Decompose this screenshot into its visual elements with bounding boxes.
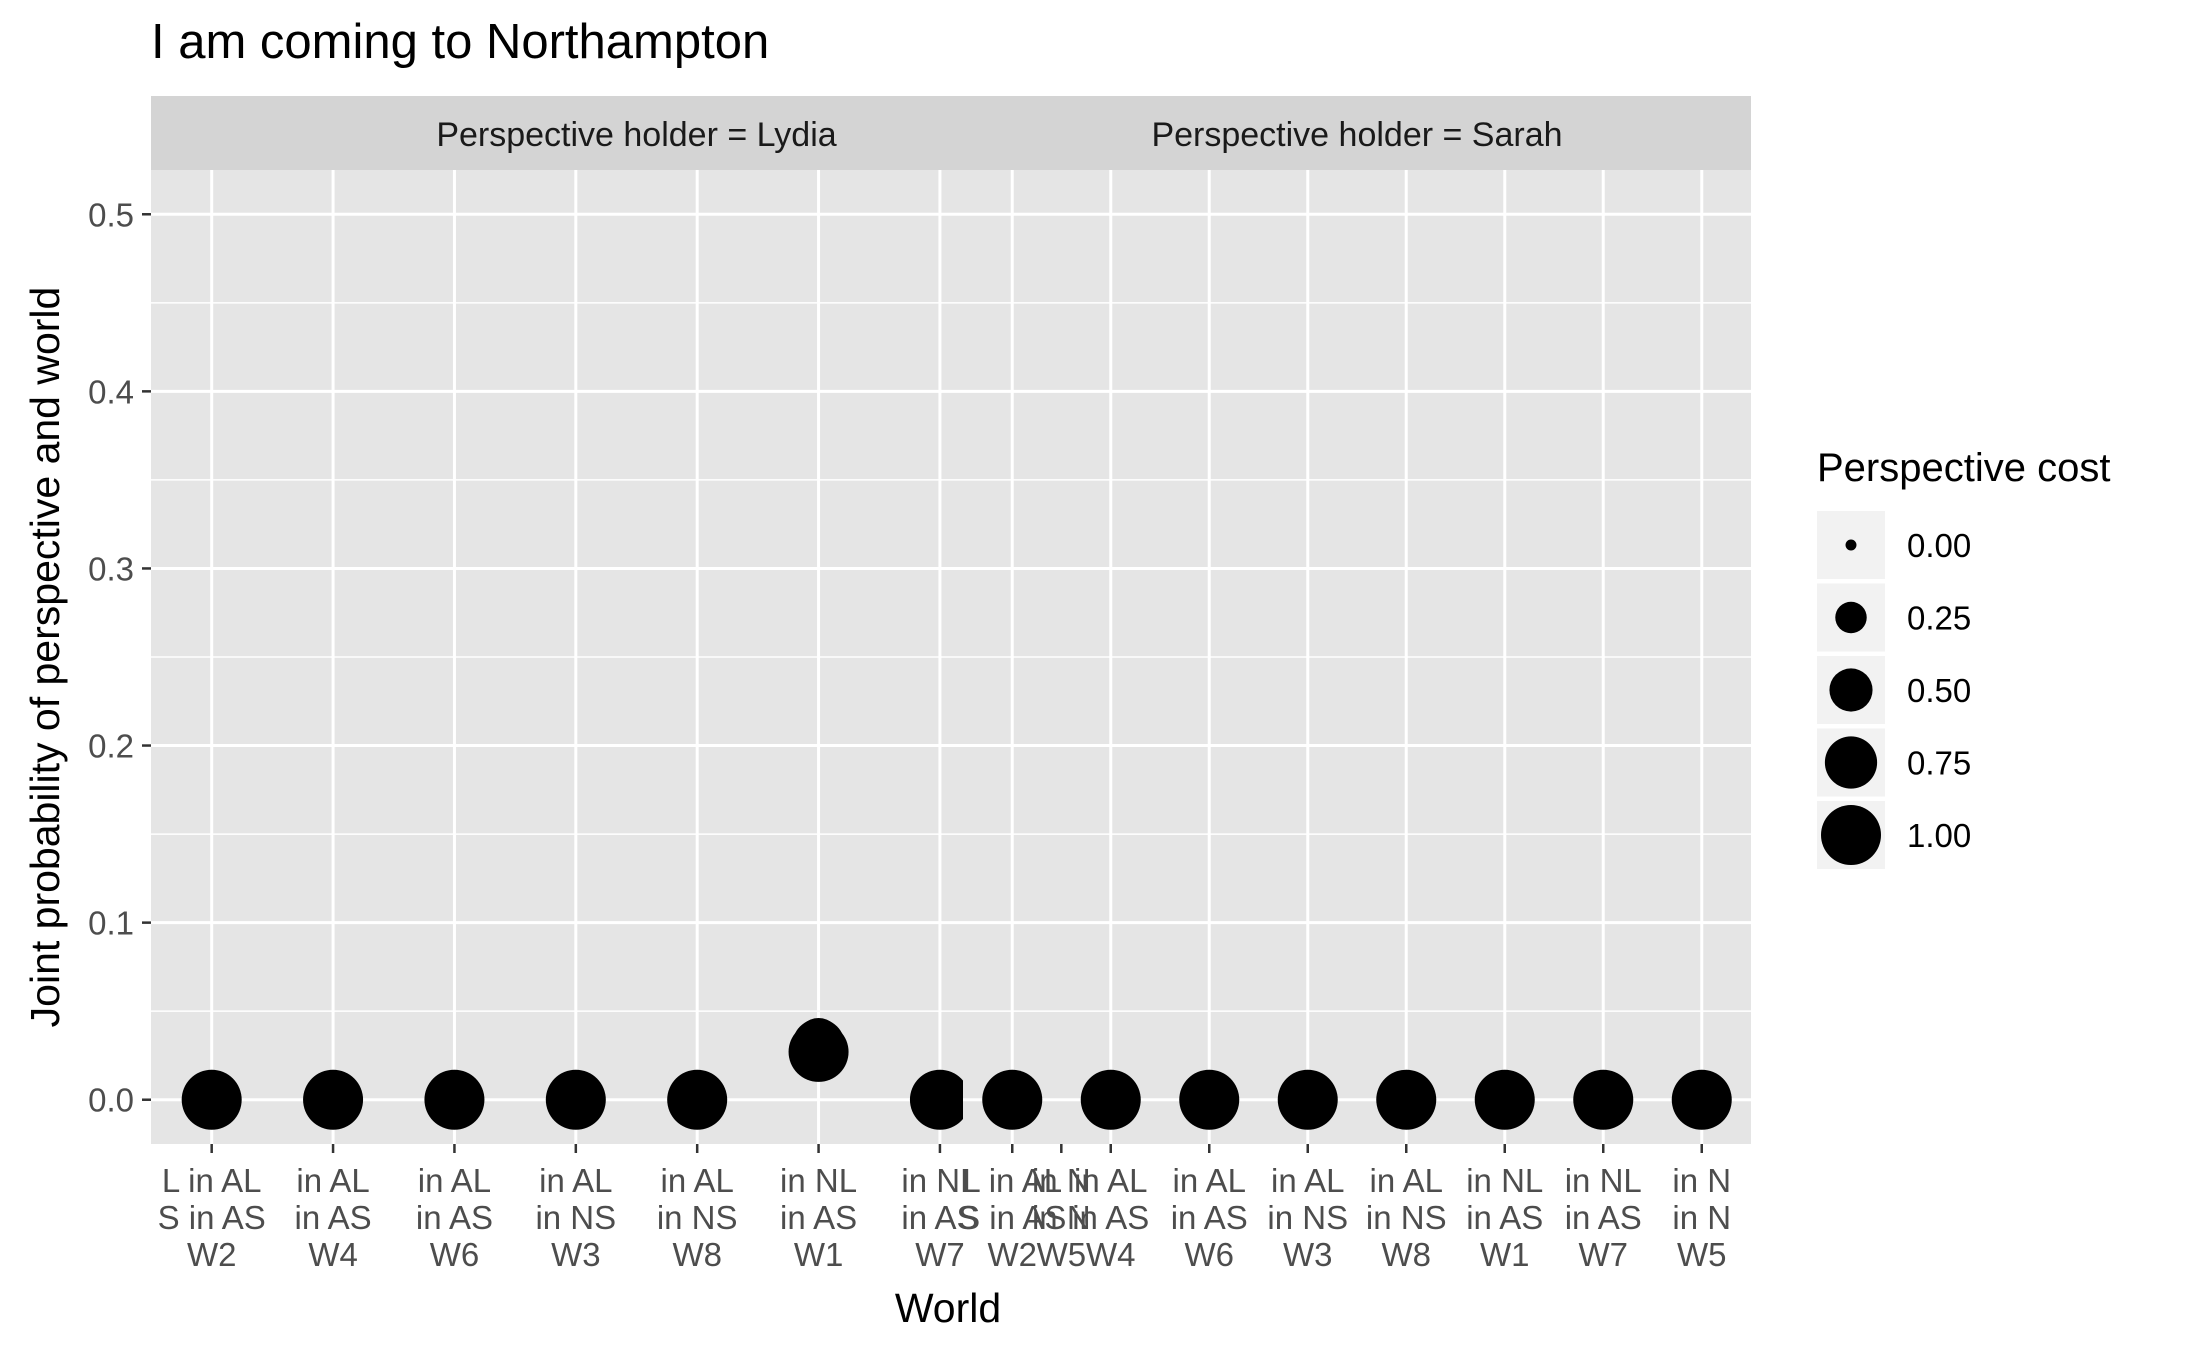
x-tick-label: in NS bbox=[535, 1199, 616, 1236]
x-tick-label: L in AL bbox=[962, 1162, 1062, 1199]
data-point bbox=[982, 1069, 1043, 1130]
data-point bbox=[667, 1069, 728, 1130]
data-point bbox=[1671, 1069, 1732, 1130]
legend-key-circle bbox=[1829, 668, 1873, 712]
chart-title: I am coming to Northampton bbox=[151, 15, 769, 69]
x-tick-label: W2 bbox=[988, 1236, 1038, 1273]
x-tick-label: in AS bbox=[1466, 1199, 1543, 1236]
data-point bbox=[545, 1069, 606, 1130]
legend-key-circle bbox=[1824, 736, 1878, 789]
x-tick-label: W4 bbox=[308, 1236, 358, 1273]
x-tick-label: W1 bbox=[794, 1236, 844, 1273]
legend-key-circle bbox=[1821, 805, 1881, 865]
data-point bbox=[1573, 1069, 1634, 1130]
facet-strip-label: Perspective holder = Lydia bbox=[436, 116, 836, 154]
x-tick-label: in AS bbox=[295, 1199, 372, 1236]
x-tick-label: in AL bbox=[1370, 1162, 1443, 1199]
y-tick-label: 0.5 bbox=[88, 196, 134, 233]
y-tick-label: 0.1 bbox=[88, 905, 134, 942]
x-tick-label: L in AL bbox=[162, 1162, 262, 1199]
x-tick-label: in AS bbox=[780, 1199, 857, 1236]
data-point bbox=[1474, 1069, 1535, 1130]
x-tick-label: W5 bbox=[1037, 1236, 1087, 1273]
x-tick-label: in AS bbox=[901, 1199, 978, 1236]
legend-title: Perspective cost bbox=[1817, 446, 2110, 490]
facet-strip bbox=[963, 96, 1751, 170]
legend-label: 1.00 bbox=[1907, 817, 1971, 854]
x-tick-label: W7 bbox=[1579, 1236, 1629, 1273]
legend-key-circle bbox=[1835, 601, 1867, 634]
x-tick-label: in AL bbox=[539, 1162, 612, 1199]
x-tick-label: S in AS bbox=[158, 1199, 266, 1236]
x-tick-label: W1 bbox=[1480, 1236, 1530, 1273]
x-tick-label: in N bbox=[1032, 1199, 1091, 1236]
x-tick-label: in N bbox=[1672, 1162, 1731, 1199]
legend-label: 0.75 bbox=[1907, 745, 1971, 782]
facet-strip bbox=[151, 96, 1122, 170]
x-tick-label: W3 bbox=[551, 1236, 601, 1273]
x-tick-label: in AL bbox=[296, 1162, 369, 1199]
x-tick-label: in NS bbox=[1366, 1199, 1447, 1236]
data-point bbox=[796, 1017, 841, 1062]
x-tick-label: W8 bbox=[672, 1236, 722, 1273]
x-tick-label: in NL bbox=[1565, 1162, 1642, 1199]
legend: Perspective cost 0.00 0.25 0.50 0.75 1.00 bbox=[1817, 446, 2110, 869]
x-tick-label: W5 bbox=[1677, 1236, 1727, 1273]
legend-label: 0.25 bbox=[1907, 600, 1971, 637]
x-tick-label: W8 bbox=[1382, 1236, 1432, 1273]
y-tick-label: 0.0 bbox=[88, 1082, 134, 1119]
facet-strip-label: Perspective holder = Sarah bbox=[1151, 116, 1562, 154]
data-point bbox=[909, 1069, 970, 1130]
x-tick-label: W4 bbox=[1086, 1236, 1136, 1273]
legend-label: 0.50 bbox=[1907, 672, 1971, 709]
legend-label: 0.00 bbox=[1907, 527, 1971, 564]
x-tick-label: W6 bbox=[1185, 1236, 1235, 1273]
legend-key-circle bbox=[1845, 539, 1857, 551]
x-tick-label: in NS bbox=[1267, 1199, 1348, 1236]
x-tick-label: in AL bbox=[1074, 1162, 1147, 1199]
facet-panel-2: Perspective holder = Sarah L in ALS in AS… bbox=[958, 96, 1751, 1273]
x-tick-label: W3 bbox=[1283, 1236, 1333, 1273]
data-point bbox=[1376, 1069, 1437, 1130]
data-point bbox=[303, 1069, 364, 1130]
x-tick-label: S in AS bbox=[958, 1199, 1066, 1236]
x-tick-label: in AL bbox=[1173, 1162, 1246, 1199]
data-point bbox=[181, 1069, 242, 1130]
x-tick-label: in N bbox=[1672, 1199, 1731, 1236]
x-tick-label: in AS bbox=[1171, 1199, 1248, 1236]
x-tick-label: in AS bbox=[416, 1199, 493, 1236]
y-tick-label: 0.3 bbox=[88, 550, 134, 587]
x-tick-label: in AL bbox=[660, 1162, 733, 1199]
x-tick-label: in AL bbox=[418, 1162, 491, 1199]
x-tick-label: in NL bbox=[901, 1162, 978, 1199]
x-tick-label: in N bbox=[1032, 1162, 1091, 1199]
x-tick-label: W2 bbox=[187, 1236, 237, 1273]
data-point bbox=[1277, 1069, 1338, 1130]
x-tick-label: in NL bbox=[1466, 1162, 1543, 1199]
x-tick-label: in AS bbox=[1565, 1199, 1642, 1236]
x-tick-label: in NS bbox=[657, 1199, 738, 1236]
x-axis-title: World bbox=[895, 1285, 1001, 1331]
data-point bbox=[424, 1069, 485, 1130]
data-point bbox=[1080, 1069, 1141, 1130]
x-tick-label: W7 bbox=[915, 1236, 965, 1273]
x-tick-label: in AL bbox=[1271, 1162, 1344, 1199]
data-point bbox=[1179, 1069, 1240, 1130]
x-tick-label: W6 bbox=[430, 1236, 480, 1273]
x-tick-label: in NL bbox=[780, 1162, 857, 1199]
x-tick-label: in AS bbox=[1072, 1199, 1149, 1236]
y-tick-label: 0.4 bbox=[88, 373, 134, 410]
y-axis-title: Joint probability of perspective and wor… bbox=[22, 287, 68, 1028]
y-tick-label: 0.2 bbox=[88, 728, 134, 765]
